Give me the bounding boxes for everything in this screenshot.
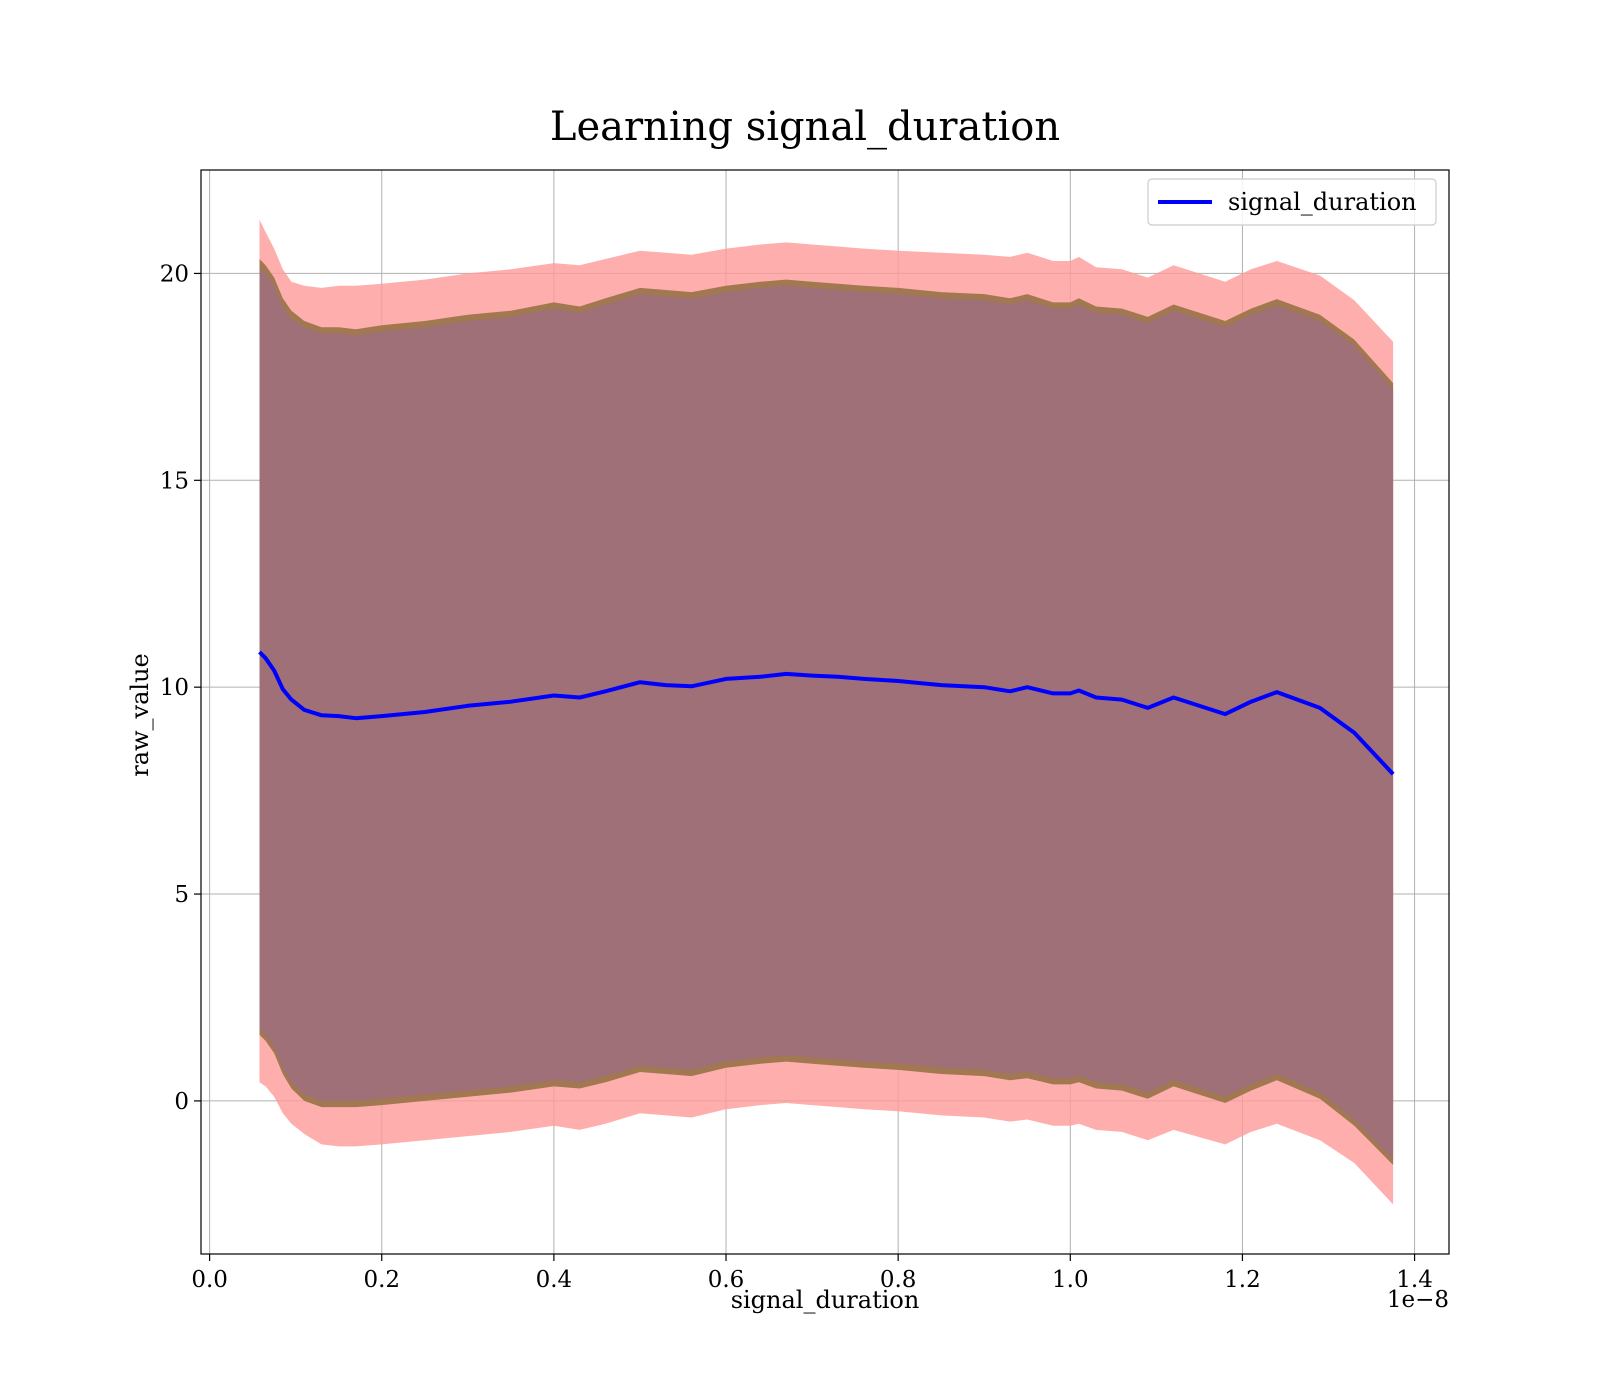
chart-title: Learning signal_duration — [550, 104, 1060, 150]
legend-box — [1147, 178, 1437, 226]
y-tick-label: 10 — [160, 675, 189, 701]
y-tick-label: 5 — [174, 882, 189, 908]
x-tick-label: 0.0 — [191, 1267, 228, 1293]
plot-area-frame — [200, 169, 1450, 1255]
confidence-bands — [259, 219, 1394, 1205]
x-axis-offset-label: 1e−8 — [1387, 1287, 1449, 1313]
x-tick-label: 1.4 — [1396, 1267, 1433, 1293]
legend: signal_duration — [1147, 178, 1437, 226]
y-tick-label: 0 — [174, 1089, 189, 1115]
band-inner-band — [259, 267, 1394, 1159]
x-tick-label: 0.4 — [536, 1267, 573, 1293]
x-tick-label: 0.8 — [880, 1267, 917, 1293]
legend-label: signal_duration — [1228, 188, 1417, 216]
x-tick-label: 1.0 — [1052, 1267, 1089, 1293]
x-tick-label: 1.2 — [1224, 1267, 1261, 1293]
x-axis-label: signal_duration — [731, 1286, 920, 1314]
axis-ticks: 0.0 0.2 0.4 0.6 0.8 1.0 1.2 1.4 0 5 10 15 20 — [160, 261, 1433, 1293]
x-tick-label: 0.6 — [708, 1267, 745, 1293]
x-tick-label: 0.2 — [363, 1267, 400, 1293]
series-lines — [258, 650, 1395, 776]
series-line-signal-duration — [258, 650, 1395, 776]
y-tick-label: 15 — [160, 468, 189, 494]
y-axis-label: raw_value — [126, 653, 154, 777]
y-tick-label: 20 — [160, 261, 189, 287]
